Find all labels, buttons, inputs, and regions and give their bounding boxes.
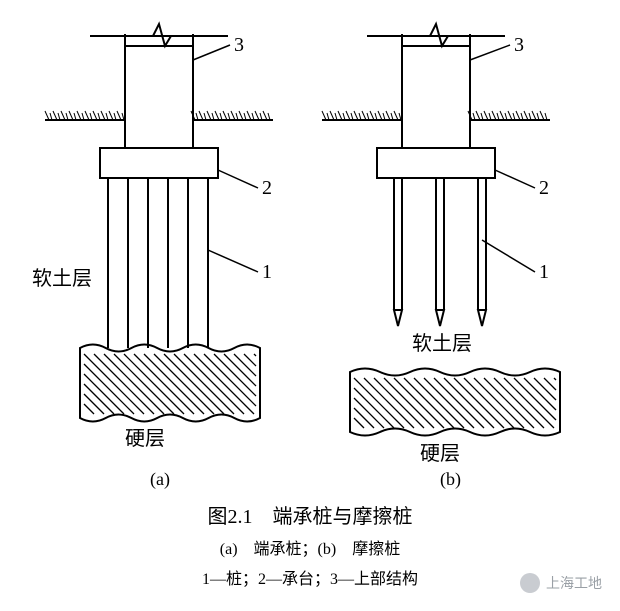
label-soft-soil-a: 软土层 [32, 267, 92, 290]
svg-text:3: 3 [514, 34, 524, 56]
watermark-text: 上海工地 [546, 573, 602, 593]
svg-text:2: 2 [262, 177, 272, 199]
svg-text:3: 3 [234, 34, 244, 56]
sublabel-a: (a) [150, 469, 170, 490]
label-soft-soil-b: 软土层 [412, 332, 472, 355]
pile-foundation-figure: 3 2 1 软土层硬层 (a) 3 2 1 软土层硬层 (b) [0, 0, 620, 500]
svg-text:1: 1 [262, 261, 272, 283]
svg-text:1: 1 [539, 261, 549, 283]
label-hard-layer-b: 硬层 [420, 443, 460, 465]
label-hard-layer-a: 硬层 [125, 428, 165, 450]
svg-text:2: 2 [539, 177, 549, 199]
figure-subcaption: (a) 端承桩；(b) 摩擦桩 [0, 535, 620, 559]
wechat-icon [520, 573, 540, 593]
watermark: 上海工地 [520, 573, 602, 593]
sublabel-b: (b) [440, 469, 461, 490]
figure-title: 图2.1 端承桩与摩擦桩 [0, 500, 620, 529]
